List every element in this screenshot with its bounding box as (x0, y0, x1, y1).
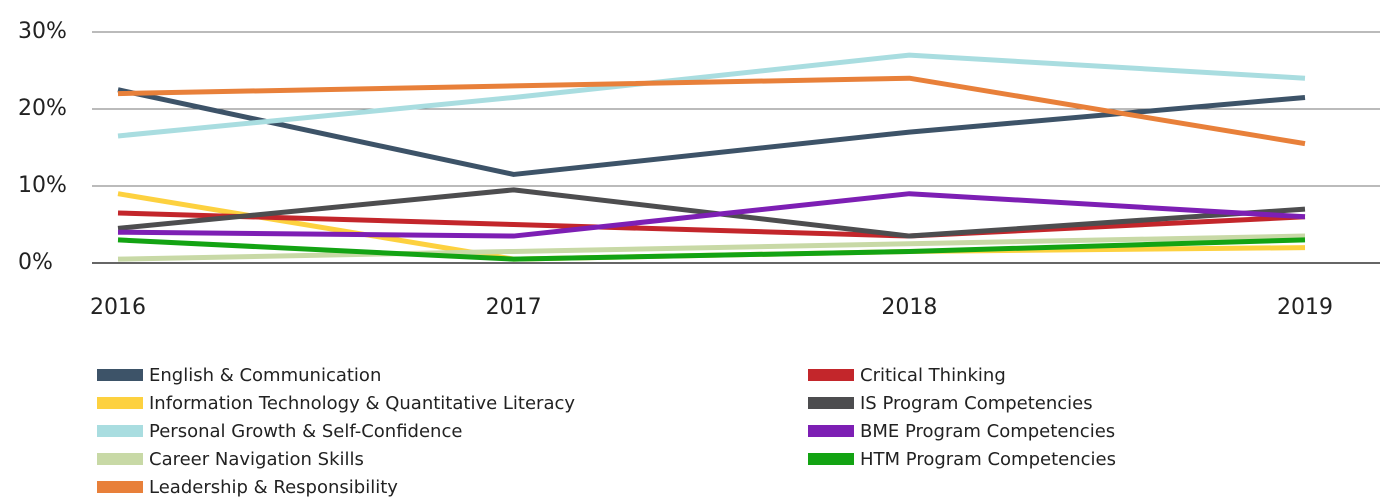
legend-swatch (97, 481, 143, 493)
series-line (117, 210, 1306, 239)
series-line (117, 233, 1306, 262)
legend-swatch (97, 397, 143, 409)
x-tick-label: 2016 (90, 295, 146, 320)
legend-label: Personal Growth & Self-Confidence (149, 421, 462, 442)
x-tick-label: 2017 (486, 295, 542, 320)
series-line (117, 75, 1306, 147)
x-tick-label: 2018 (881, 295, 937, 320)
legend-label: Information Technology & Quantitative Li… (149, 393, 575, 414)
legend-label: IS Program Competencies (860, 393, 1093, 414)
legend-label: Career Navigation Skills (149, 449, 364, 470)
y-tick-label: 10% (18, 173, 67, 198)
legend-swatch (97, 425, 143, 437)
legend-swatch (808, 369, 854, 381)
y-tick-label: 0% (18, 250, 53, 275)
series-line (117, 87, 1306, 177)
legend-swatch (97, 453, 143, 465)
series-line (117, 191, 1306, 239)
legend-label: HTM Program Competencies (860, 449, 1116, 470)
legend-swatch (808, 397, 854, 409)
legend-label: English & Communication (149, 365, 381, 386)
series-line (117, 237, 1306, 262)
y-tick-label: 20% (18, 96, 67, 121)
x-tick-label: 2019 (1277, 295, 1333, 320)
series-line (117, 52, 1306, 139)
legend-swatch (97, 369, 143, 381)
legend-swatch (808, 425, 854, 437)
legend-label: Critical Thinking (860, 365, 1006, 386)
y-tick-label: 30% (18, 19, 67, 44)
legend-label: BME Program Competencies (860, 421, 1115, 442)
legend-swatch (808, 453, 854, 465)
legend-label: Leadership & Responsibility (149, 477, 398, 497)
